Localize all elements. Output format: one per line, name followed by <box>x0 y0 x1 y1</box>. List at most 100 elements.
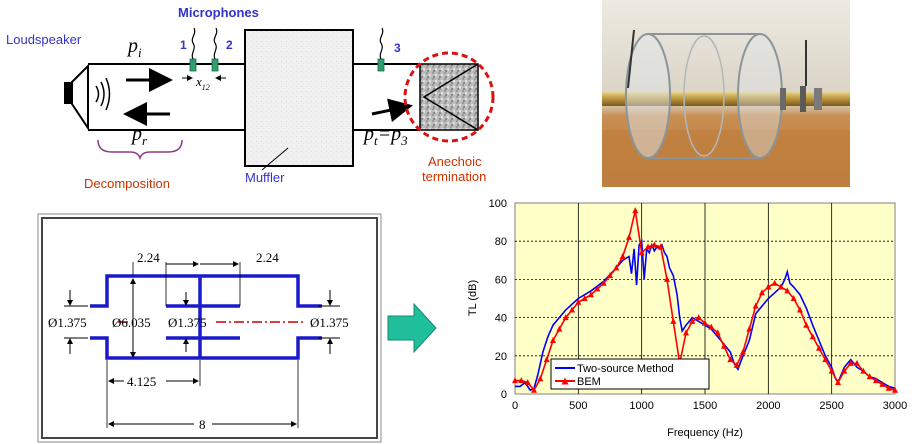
bem-data-point <box>879 380 886 387</box>
microphone-3-icon <box>377 27 385 72</box>
dim-4125: 4.125 <box>127 374 156 389</box>
x-tick-label: 0 <box>512 400 518 412</box>
y-tick-label: 40 <box>495 313 507 325</box>
bem-data-point <box>866 373 873 380</box>
bem-data-point <box>518 377 525 384</box>
microphone-2-icon <box>211 27 219 72</box>
y-axis-label: TL (dB) <box>467 280 479 316</box>
bem-data-point <box>683 329 689 336</box>
bem-data-point <box>765 283 772 290</box>
bem-data-point <box>778 283 784 290</box>
dim-6035: Ø6.035 <box>112 315 151 330</box>
series-two-source-line <box>515 238 896 392</box>
x-tick-label: 500 <box>569 400 587 412</box>
bem-data-point <box>664 275 670 282</box>
bem-data-point <box>727 356 734 363</box>
bem-data-point <box>746 325 753 332</box>
bem-data-point <box>600 279 607 286</box>
muffler-outline <box>90 274 322 360</box>
decomposition-brace <box>97 139 183 161</box>
bem-data-point <box>543 356 550 363</box>
anechoic-label-line2: termination <box>422 169 486 184</box>
dim-224-left: 2.24 <box>137 250 160 265</box>
inlet-tube <box>88 63 245 131</box>
outlet-tube <box>353 63 420 131</box>
bem-data-point <box>721 342 727 349</box>
chart-series <box>512 207 898 393</box>
x-tick-label: 1500 <box>693 400 717 412</box>
microphone-1-icon <box>189 27 197 72</box>
bem-data-point <box>619 253 626 259</box>
bem-data-point <box>708 323 715 330</box>
bem-data-point <box>632 207 639 214</box>
bem-data-point <box>594 285 601 292</box>
x-tick-label: 3000 <box>883 400 907 412</box>
muffler-label: Muffler <box>245 170 285 185</box>
dim-8: 8 <box>199 417 206 432</box>
legend-bem-marker <box>561 377 569 385</box>
mic-2-number: 2 <box>226 38 233 52</box>
bem-data-point <box>835 379 841 385</box>
bem-data-point <box>607 272 613 279</box>
bem-data-point <box>657 243 664 250</box>
bem-data-point <box>569 306 575 313</box>
bem-data-point <box>588 291 594 298</box>
extension-lines <box>106 262 299 428</box>
bem-data-point <box>841 367 848 374</box>
bem-data-point <box>537 375 544 382</box>
anechoic-highlight-circle <box>403 51 495 143</box>
muffler-leader-line <box>261 147 289 171</box>
bem-data-point <box>581 295 588 301</box>
bem-data-point <box>828 367 835 374</box>
right-arrow-icon <box>387 302 437 354</box>
bem-data-point <box>797 306 803 313</box>
chart-legend: Two-source Method BEM <box>550 358 710 390</box>
bem-data-point <box>638 249 645 256</box>
x-tick-label: 2000 <box>756 400 780 412</box>
mic-1-number: 1 <box>180 38 187 52</box>
measurement-schematic: Loudspeaker pi pr Microphones 1 2 3 x12 <box>6 5 495 191</box>
bem-data-point <box>524 379 531 385</box>
tl-chart: 0 500 1000 1500 2000 2500 3000 0 20 40 60 80 100 TL … <box>456 187 912 444</box>
bem-data-point <box>803 321 810 328</box>
bem-data-point <box>562 314 569 321</box>
dim-224-right: 2.24 <box>256 250 279 265</box>
legend-two-source: Two-source Method <box>577 363 674 375</box>
bem-data-point <box>847 359 854 366</box>
mic-3-number: 3 <box>394 41 401 55</box>
bem-data-point <box>575 298 582 305</box>
bem-data-point <box>892 386 898 393</box>
p-t-label: pt=p3 <box>362 123 408 148</box>
bem-data-point <box>531 386 537 393</box>
decomposition-label: Decomposition <box>84 176 170 191</box>
bem-data-point <box>556 325 563 332</box>
bem-data-point <box>714 329 721 336</box>
bem-data-point <box>670 317 677 324</box>
microphones-label: Microphones <box>178 5 259 20</box>
bem-data-point <box>759 289 765 296</box>
bem-data-point <box>854 359 860 366</box>
anechoic-wedge-box <box>419 63 479 131</box>
anechoic-label-line1: Anechoic <box>428 154 482 169</box>
bem-data-point <box>816 344 822 351</box>
bem-data-point <box>790 295 797 301</box>
bem-data-point <box>695 314 702 321</box>
muffler-dimension-drawing: 2.24 2.24 Ø1.375 Ø6.035 Ø1.375 Ø1.375 4.… <box>37 213 382 443</box>
muffler-photo <box>602 0 850 187</box>
bem-data-point <box>689 317 696 324</box>
bem-data-point <box>550 337 556 343</box>
p-i-label: pi <box>126 35 142 60</box>
bem-data-point <box>822 356 829 363</box>
bem-data-point <box>613 264 620 271</box>
p-r-label: pr <box>130 123 148 148</box>
bem-data-point <box>809 333 816 340</box>
bem-data-point <box>651 241 658 248</box>
dim-1375-mid: Ø1.375 <box>168 315 207 330</box>
y-tick-label: 0 <box>501 389 507 401</box>
bem-data-point <box>771 279 778 286</box>
bem-data-point <box>512 377 518 384</box>
bem-data-point <box>860 367 867 374</box>
dim-1375-left: Ø1.375 <box>48 315 87 330</box>
x-tick-label: 2500 <box>819 400 843 412</box>
bem-data-point <box>752 302 759 309</box>
